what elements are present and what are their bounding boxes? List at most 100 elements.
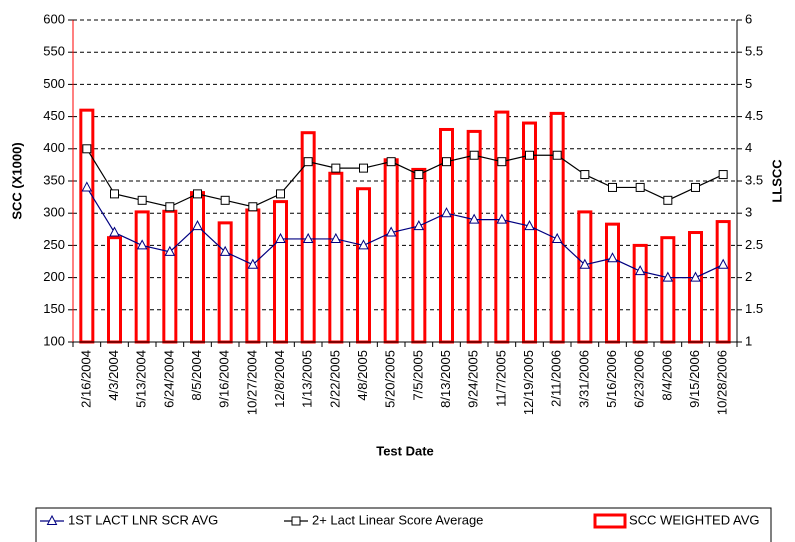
y2-tick-label: 2 (745, 269, 752, 284)
y2-tick-label: 6 (745, 11, 752, 26)
y2-tick-label: 4 (745, 140, 752, 155)
marker (663, 195, 673, 205)
y2-tick-label: 1 (745, 333, 752, 348)
bar (660, 236, 676, 344)
marker (579, 258, 591, 269)
line (86, 148, 724, 208)
marker (109, 226, 120, 237)
legend-swatch (593, 513, 627, 529)
bar (549, 111, 565, 344)
bar (411, 167, 427, 344)
marker (552, 150, 562, 160)
x-tick-label: 10/27/2004 (244, 350, 259, 415)
legend-label: 1ST LACT LNR SCR AVG (68, 512, 218, 527)
marker (110, 189, 119, 199)
bar (190, 191, 205, 344)
bar (605, 222, 620, 344)
marker (137, 195, 147, 205)
marker (497, 157, 507, 167)
marker (496, 213, 508, 224)
marker (247, 258, 259, 269)
x-axis-title: Test Date (376, 443, 434, 458)
marker (358, 239, 369, 250)
marker (580, 170, 590, 180)
y-tick-label: 350 (43, 172, 65, 187)
y-tick-label: 500 (43, 76, 65, 91)
marker (524, 220, 535, 231)
x-tick-label: 2/16/2004 (78, 350, 93, 408)
marker (414, 170, 424, 180)
x-tick-label: 2/22/2005 (327, 350, 342, 408)
x-tick-label: 6/24/2004 (161, 350, 176, 408)
bar (577, 210, 593, 344)
marker (718, 170, 728, 180)
x-tick-label: 8/5/2004 (189, 350, 204, 401)
bar (328, 171, 344, 344)
marker (468, 213, 480, 224)
bar (273, 200, 288, 344)
x-tick-label: 4/3/2004 (106, 350, 121, 401)
y-tick-label: 550 (43, 44, 65, 59)
marker (303, 157, 313, 167)
marker (219, 245, 231, 256)
x-tick-label: 5/16/2006 (604, 350, 619, 408)
marker (82, 144, 92, 154)
marker (551, 232, 563, 243)
x-tick-label: 9/24/2005 (466, 350, 481, 408)
y2-axis-title: LLSCC (769, 159, 784, 203)
marker (717, 258, 729, 269)
legend-label: 2+ Lact Linear Score Average (312, 512, 483, 527)
marker (276, 189, 285, 199)
marker (359, 163, 368, 173)
y-tick-label: 150 (43, 301, 65, 316)
marker (193, 189, 202, 199)
y2-tick-label: 4.5 (745, 108, 763, 123)
line (86, 187, 724, 279)
marker (413, 220, 425, 231)
y2-tick-label: 5.5 (745, 44, 763, 59)
bar (688, 231, 703, 344)
bar (134, 210, 150, 344)
marker (291, 516, 301, 526)
marker (248, 202, 258, 212)
marker (634, 265, 646, 276)
legend-label: SCC WEIGHTED AVG (629, 512, 760, 527)
bar (466, 129, 482, 344)
x-tick-label: 3/31/2006 (576, 350, 591, 408)
bar (217, 221, 233, 344)
marker (220, 195, 230, 205)
x-tick-label: 10/28/2006 (715, 350, 730, 415)
x-tick-label: 2/11/2006 (549, 350, 564, 407)
marker (192, 220, 203, 231)
y2-tick-label: 5 (745, 76, 752, 91)
marker (662, 271, 674, 282)
x-tick-label: 9/16/2004 (217, 350, 232, 408)
y-tick-label: 100 (43, 333, 65, 348)
marker (691, 182, 700, 192)
marker (441, 207, 452, 218)
marker (690, 271, 701, 282)
x-tick-label: 1/13/2005 (300, 350, 315, 408)
y-tick-label: 400 (43, 140, 65, 155)
marker (136, 239, 148, 250)
marker (469, 150, 479, 160)
bar (162, 209, 178, 344)
marker (302, 232, 314, 243)
y-tick-label: 200 (43, 269, 65, 284)
legend-box (35, 507, 772, 542)
y2-tick-label: 2.5 (745, 237, 763, 252)
marker (330, 232, 342, 243)
marker (607, 252, 618, 263)
marker (275, 232, 286, 243)
marker (81, 181, 93, 192)
y-tick-label: 250 (43, 237, 65, 252)
bar (632, 243, 648, 344)
x-tick-label: 12/8/2004 (272, 350, 287, 408)
bar (245, 208, 261, 344)
x-tick-label: 6/23/2006 (632, 350, 647, 408)
x-tick-label: 11/7/2005 (493, 350, 508, 407)
y-tick-label: 450 (43, 108, 65, 123)
x-tick-label: 9/15/2006 (687, 350, 702, 408)
y2-tick-label: 1.5 (745, 301, 763, 316)
marker (386, 157, 396, 167)
